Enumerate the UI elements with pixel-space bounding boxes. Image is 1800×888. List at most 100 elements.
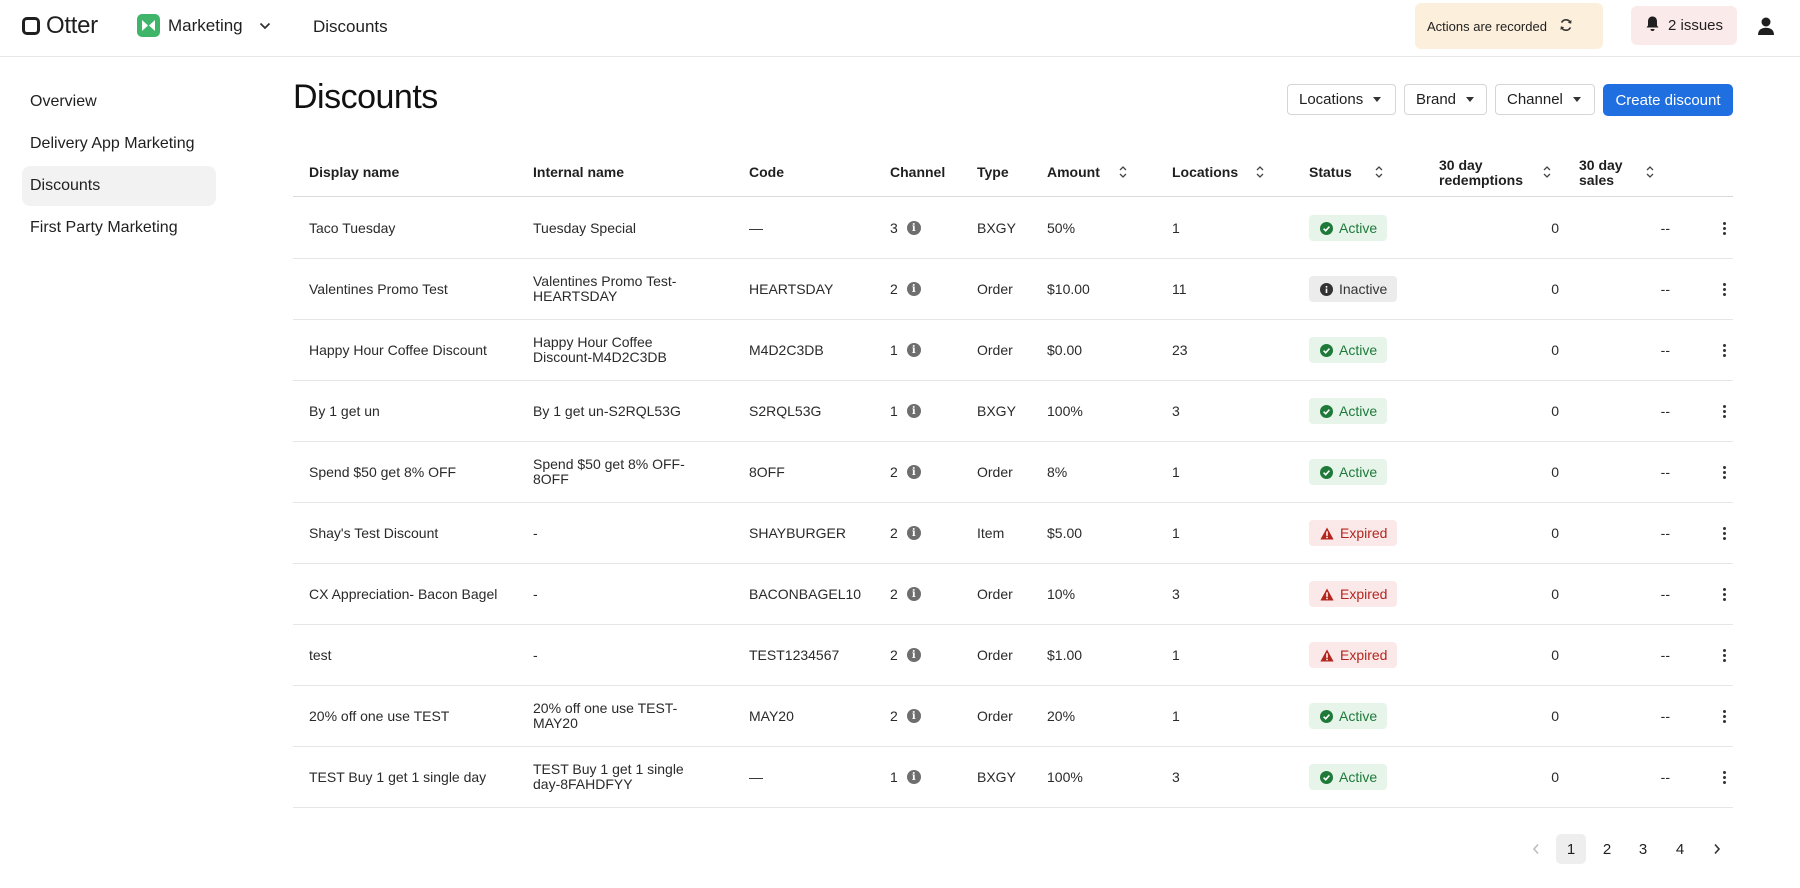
sales-cell: -- [1660, 219, 1670, 236]
table-row[interactable]: Shay's Test Discount - SHAYBURGER 2 i Item $5.… [293, 503, 1733, 564]
page-3-button[interactable]: 3 [1638, 840, 1648, 858]
table-row[interactable]: CX Appreciation- Bacon Bagel - BACONBAGEL1… [293, 564, 1733, 625]
more-options-icon[interactable] [1714, 584, 1734, 604]
sales-cell: -- [1660, 585, 1670, 602]
display-name-cell: Spend $50 get 8% OFF [309, 463, 457, 480]
info-icon[interactable]: i [906, 526, 921, 540]
more-options-icon[interactable] [1714, 340, 1734, 360]
more-options-icon[interactable] [1714, 767, 1734, 787]
sort-icon[interactable] [1374, 163, 1384, 181]
sidebar-item-label: Overview [30, 93, 97, 110]
previous-page-icon[interactable] [1521, 834, 1551, 864]
table-row[interactable]: TEST Buy 1 get 1 single day TEST Buy 1 ge… [293, 747, 1733, 808]
channel-count: 2 [890, 463, 898, 480]
sales-cell: -- [1660, 524, 1670, 541]
internal-name-cell: - [533, 524, 538, 541]
create-discount-button[interactable]: Create discount [1603, 84, 1733, 116]
more-options-icon[interactable] [1714, 462, 1734, 482]
info-icon[interactable]: i [906, 465, 921, 479]
issues-label: 2 issues [1668, 17, 1724, 34]
sales-cell: -- [1660, 463, 1670, 480]
issues-button[interactable]: 2 issues [1631, 6, 1737, 45]
app-name: Otter [46, 12, 98, 39]
sort-icon[interactable] [1255, 163, 1265, 181]
sidebar-item-overview[interactable]: Overview [22, 82, 216, 122]
info-circle-icon [1320, 282, 1333, 296]
locations-filter[interactable]: Locations [1287, 84, 1396, 115]
otter-logo-icon [22, 17, 40, 35]
next-page-icon[interactable] [1702, 834, 1732, 864]
workspace-name: Marketing [168, 15, 243, 35]
channel-filter-label: Channel [1507, 91, 1563, 108]
amount-cell: 100% [1047, 768, 1083, 785]
info-icon[interactable]: i [906, 282, 921, 296]
more-options-icon[interactable] [1714, 279, 1734, 299]
column-30-day-sales[interactable]: 30 day sales [1579, 156, 1623, 188]
status-badge: Expired [1309, 520, 1398, 546]
info-icon[interactable]: i [906, 221, 921, 235]
more-options-icon[interactable] [1714, 645, 1734, 665]
info-icon[interactable]: i [906, 343, 921, 357]
actions-recorded-banner[interactable]: Actions are recorded [1415, 3, 1603, 49]
redemptions-cell: 0 [1551, 585, 1559, 602]
page-4-button[interactable]: 4 [1675, 840, 1685, 858]
sales-cell: -- [1660, 646, 1670, 663]
column-code: Code [749, 164, 784, 180]
info-icon[interactable]: i [906, 587, 921, 601]
table-row[interactable]: test - TEST1234567 2 i Order $1.00 1 Expired 0 -- [293, 625, 1733, 686]
status-badge: Active [1309, 215, 1388, 241]
table-row[interactable]: Spend $50 get 8% OFF Spend $50 get 8% OFF… [293, 442, 1733, 503]
warning-triangle-icon [1320, 588, 1334, 601]
sort-icon[interactable] [1645, 163, 1655, 181]
more-options-icon[interactable] [1714, 523, 1734, 543]
more-options-icon[interactable] [1714, 706, 1734, 726]
amount-cell: $0.00 [1047, 341, 1083, 358]
sidebar-item-discounts[interactable]: Discounts [22, 166, 216, 206]
sort-icon[interactable] [1542, 163, 1552, 181]
code-cell: — [749, 768, 763, 785]
locations-cell: 1 [1172, 707, 1180, 724]
table-row[interactable]: Taco Tuesday Tuesday Special — 3 i BXGY 50% 1 Ac… [293, 198, 1733, 259]
code-cell: SHAYBURGER [749, 524, 846, 541]
status-cell: Active [1309, 686, 1388, 746]
sidebar-item-label: First Party Marketing [30, 219, 178, 236]
status-cell: Active [1309, 747, 1388, 807]
redemptions-cell: 0 [1551, 768, 1559, 785]
table-row[interactable]: Happy Hour Coffee Discount Happy Hour Cof… [293, 320, 1733, 381]
page-1-button[interactable]: 1 [1556, 834, 1586, 864]
info-icon[interactable]: i [906, 648, 921, 662]
more-options-icon[interactable] [1714, 218, 1734, 238]
workspace-switcher[interactable]: Marketing [137, 14, 271, 37]
column-30-day-redemptions[interactable]: 30 day redemptions [1439, 156, 1524, 188]
column-amount[interactable]: Amount [1047, 164, 1100, 180]
info-icon[interactable]: i [906, 709, 921, 723]
status-badge: Expired [1309, 581, 1398, 607]
redemptions-cell: 0 [1551, 463, 1559, 480]
info-icon[interactable]: i [906, 404, 921, 418]
otter-logo[interactable]: Otter [22, 12, 98, 40]
sort-icon[interactable] [1118, 163, 1128, 181]
status-cell: Active [1309, 320, 1388, 380]
redemptions-cell: 0 [1551, 341, 1559, 358]
table-row[interactable]: By 1 get un By 1 get un-S2RQL53G S2RQL53G 1… [293, 381, 1733, 442]
page-2-button[interactable]: 2 [1602, 840, 1612, 858]
table-row[interactable]: Valentines Promo Test Valentines Promo Te… [293, 259, 1733, 320]
channel-filter[interactable]: Channel [1495, 84, 1595, 115]
sidebar-item-delivery-app-marketing[interactable]: Delivery App Marketing [22, 124, 216, 164]
status-cell: Active [1309, 442, 1388, 502]
sidebar-item-first-party-marketing[interactable]: First Party Marketing [22, 208, 216, 248]
info-icon[interactable]: i [906, 770, 921, 784]
user-account-icon[interactable] [1755, 15, 1777, 42]
column-status[interactable]: Status [1309, 164, 1352, 180]
amount-cell: 8% [1047, 463, 1068, 480]
more-options-icon[interactable] [1714, 401, 1734, 421]
amount-cell: 100% [1047, 402, 1083, 419]
brand-filter[interactable]: Brand [1404, 84, 1487, 115]
table-row[interactable]: 20% off one use TEST 20% off one use TEST… [293, 686, 1733, 747]
redemptions-cell: 0 [1551, 646, 1559, 663]
column-locations[interactable]: Locations [1172, 164, 1239, 180]
status-label: Active [1339, 219, 1378, 236]
